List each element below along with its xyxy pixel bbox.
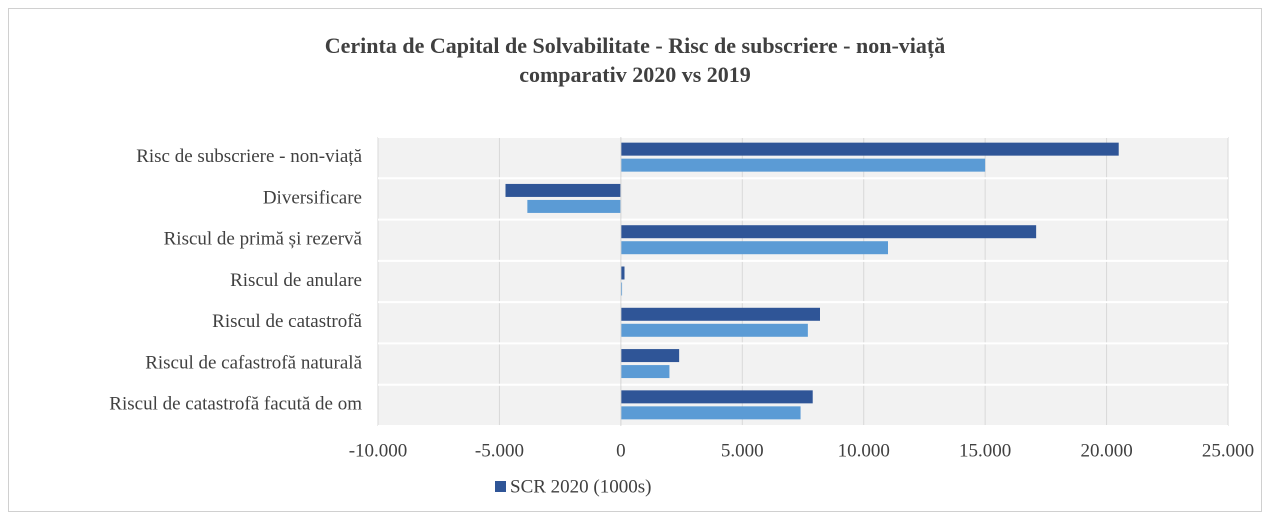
x-tick-label: 15.000 (959, 440, 1011, 461)
bar (505, 183, 621, 197)
bar (620, 390, 813, 404)
bar (620, 241, 888, 255)
bar (620, 266, 625, 280)
bar (620, 225, 1037, 239)
x-tick-label: 5.000 (721, 440, 764, 461)
y-tick-label: Riscul de catastrofă facută de om (109, 394, 362, 415)
x-tick-label: 25.000 (1202, 440, 1254, 461)
bar (620, 142, 1119, 156)
x-tick-label: 0 (616, 440, 626, 461)
y-tick-label: Riscul de primă și rezervă (164, 229, 363, 250)
bar (620, 282, 623, 296)
bar (620, 307, 820, 321)
y-tick-label: Risc de subscriere - non-viață (136, 146, 362, 167)
plot-area (378, 137, 1228, 426)
y-tick-label: Riscul de catastrofă (212, 311, 362, 332)
legend-swatch (495, 481, 506, 492)
y-tick-label: Riscul de anulare (230, 270, 362, 291)
x-tick-label: 20.000 (1080, 440, 1132, 461)
x-tick-label: 10.000 (838, 440, 890, 461)
bar (620, 158, 986, 172)
y-tick-label: Riscul de cafastrofă naturală (145, 352, 362, 373)
bar (620, 349, 680, 363)
bar (527, 199, 621, 213)
chart-title: Cerinta de Capital de Solvabilitate - Ri… (325, 33, 945, 59)
bar (620, 365, 670, 379)
x-tick-label: -5.000 (475, 440, 524, 461)
legend-label: SCR 2020 (1000s) (510, 476, 651, 497)
bar (620, 323, 808, 337)
chart-title: comparativ 2020 vs 2019 (519, 62, 751, 87)
y-tick-label: Diversificare (263, 187, 362, 208)
bar (620, 406, 801, 420)
x-tick-label: -10.000 (349, 440, 408, 461)
